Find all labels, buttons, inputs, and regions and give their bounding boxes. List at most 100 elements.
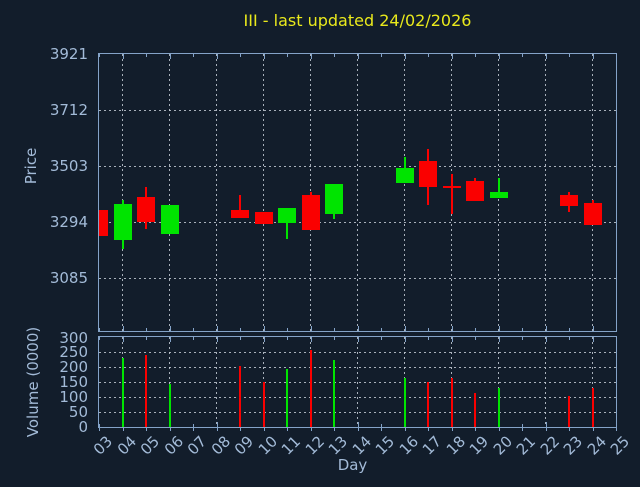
- candle-body: [583, 202, 602, 226]
- day-tick: [99, 424, 100, 427]
- candle-body: [419, 161, 437, 187]
- volume-tick-label: 150: [59, 373, 88, 392]
- day-tick: [287, 337, 288, 340]
- volume-bar: [450, 377, 453, 427]
- day-tick: [193, 337, 194, 340]
- day-tick: [263, 337, 265, 342]
- day-tick: [357, 422, 359, 427]
- volume-bar: [262, 382, 265, 427]
- day-tick: [193, 54, 194, 57]
- day-tick-outside: [240, 427, 241, 431]
- candle-body: [560, 195, 578, 207]
- volume-tick-label: 200: [59, 358, 88, 377]
- day-tick: [263, 54, 265, 59]
- candle-body: [254, 212, 273, 225]
- day-tick: [193, 328, 194, 331]
- candle-body: [278, 207, 296, 223]
- day-tick: [381, 424, 382, 427]
- day-tick: [498, 337, 500, 342]
- day-gridline: [592, 337, 593, 427]
- day-gridline: [169, 337, 170, 427]
- volume-tick-label: 100: [59, 388, 88, 407]
- day-tick: [616, 328, 617, 331]
- day-tick: [475, 54, 476, 57]
- day-tick: [545, 326, 547, 331]
- candle-body: [113, 204, 132, 241]
- day-gridline: [122, 54, 123, 331]
- day-tick: [122, 337, 124, 342]
- day-tick: [545, 54, 547, 59]
- day-tick: [404, 326, 406, 331]
- day-tick: [122, 326, 124, 331]
- day-tick-outside: [357, 427, 359, 431]
- volume-tick-label: 50: [68, 403, 88, 422]
- day-tick: [592, 54, 594, 59]
- day-tick-outside: [99, 427, 100, 431]
- candle-body: [231, 210, 249, 219]
- candle-body: [160, 205, 179, 234]
- day-tick-outside: [169, 427, 171, 431]
- day-tick: [616, 337, 617, 340]
- day-tick: [545, 422, 547, 427]
- day-tick: [545, 337, 547, 342]
- day-tick: [99, 337, 100, 340]
- candle-body: [442, 185, 461, 188]
- day-gridline: [263, 54, 264, 331]
- day-tick-outside: [310, 427, 312, 431]
- day-gridline: [263, 337, 264, 427]
- candle-wick: [450, 173, 453, 215]
- day-tick: [522, 424, 523, 427]
- candle-wick: [286, 207, 288, 239]
- day-tick-outside: [616, 427, 617, 431]
- day-tick: [616, 54, 617, 57]
- day-tick: [169, 337, 171, 342]
- day-gridline: [216, 54, 217, 331]
- day-tick: [569, 54, 570, 57]
- candle-body: [466, 180, 484, 202]
- day-tick: [522, 337, 523, 340]
- day-tick: [334, 54, 335, 57]
- x-axis-label: Day: [337, 456, 368, 474]
- day-tick-outside: [287, 427, 288, 431]
- day-tick: [592, 326, 594, 331]
- day-tick: [334, 328, 335, 331]
- day-tick: [193, 424, 194, 427]
- volume-bar: [145, 355, 147, 427]
- volume-bar: [168, 383, 171, 427]
- price-tick-label: 3712: [49, 101, 88, 119]
- day-tick: [146, 54, 147, 57]
- volume-tick-label: 0: [78, 418, 88, 436]
- day-tick: [522, 54, 523, 57]
- day-tick: [287, 328, 288, 331]
- day-tick-outside: [498, 427, 500, 431]
- day-tick: [451, 337, 453, 342]
- day-tick: [381, 54, 382, 57]
- volume-panel: [98, 336, 617, 428]
- day-gridline: [216, 337, 217, 427]
- day-tick: [146, 337, 147, 340]
- day-gridline: [404, 54, 405, 331]
- day-tick: [122, 54, 124, 59]
- day-tick-outside: [381, 427, 382, 431]
- day-tick: [216, 337, 218, 342]
- day-tick: [451, 326, 453, 331]
- day-tick: [240, 337, 241, 340]
- candle-body: [489, 191, 508, 199]
- day-gridline: [498, 337, 499, 427]
- day-tick: [428, 337, 429, 340]
- day-tick-outside: [216, 427, 218, 431]
- day-tick-outside: [545, 427, 547, 431]
- day-tick: [216, 422, 218, 427]
- day-tick: [334, 337, 335, 340]
- volume-bar: [309, 349, 312, 427]
- day-tick: [169, 326, 171, 331]
- day-tick: [99, 54, 100, 57]
- day-tick: [240, 54, 241, 57]
- day-tick: [263, 326, 265, 331]
- volume-bar: [474, 392, 476, 427]
- day-tick-outside: [569, 427, 570, 431]
- day-tick: [592, 337, 594, 342]
- day-tick: [569, 328, 570, 331]
- volume-bar: [333, 359, 335, 427]
- volume-bar: [121, 358, 124, 427]
